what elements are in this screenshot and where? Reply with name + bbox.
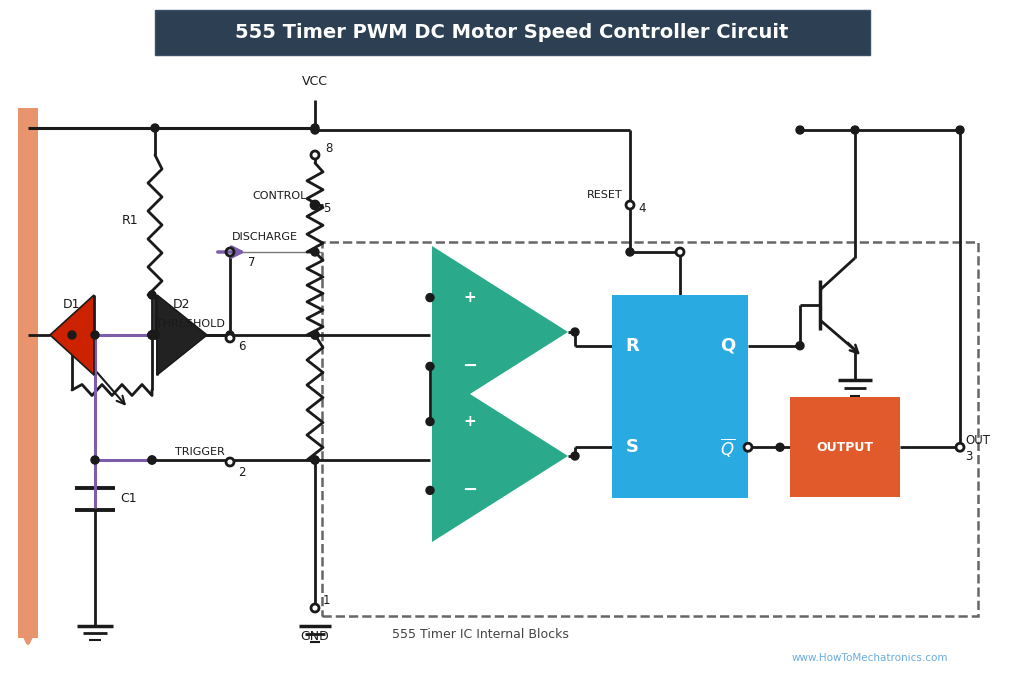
Circle shape [426, 294, 434, 301]
Text: S: S [626, 438, 639, 456]
Polygon shape [157, 295, 207, 375]
Circle shape [148, 331, 156, 339]
Circle shape [68, 331, 76, 339]
Text: −: − [463, 357, 477, 375]
Text: GND: GND [301, 630, 330, 643]
Text: Q: Q [720, 337, 735, 355]
Text: 6: 6 [238, 340, 246, 353]
Circle shape [796, 342, 804, 350]
Text: 555 Timer PWM DC Motor Speed Controller Circuit: 555 Timer PWM DC Motor Speed Controller … [236, 23, 788, 42]
Text: −: − [463, 481, 477, 499]
Circle shape [226, 334, 234, 342]
Text: CONTROL: CONTROL [253, 191, 307, 201]
Circle shape [851, 126, 859, 134]
Circle shape [426, 418, 434, 425]
Circle shape [956, 443, 964, 452]
Circle shape [311, 331, 319, 339]
Circle shape [426, 487, 434, 495]
Circle shape [744, 443, 752, 452]
Circle shape [426, 363, 434, 371]
Polygon shape [432, 246, 568, 418]
Text: 555 Timer IC Internal Blocks: 555 Timer IC Internal Blocks [391, 628, 568, 642]
Circle shape [226, 248, 234, 256]
Text: 4: 4 [638, 202, 645, 214]
Text: D2: D2 [173, 299, 190, 311]
Circle shape [626, 201, 634, 209]
Text: 3: 3 [965, 450, 973, 463]
Text: R1: R1 [122, 214, 138, 226]
Circle shape [148, 456, 156, 464]
Circle shape [956, 126, 964, 134]
Circle shape [796, 126, 804, 134]
Circle shape [151, 124, 159, 132]
Text: OUTPUT: OUTPUT [816, 441, 873, 454]
Circle shape [91, 456, 99, 464]
Text: D1: D1 [63, 299, 81, 311]
Circle shape [311, 201, 319, 209]
Text: 5: 5 [323, 202, 331, 214]
Circle shape [311, 151, 319, 159]
Circle shape [148, 331, 156, 339]
FancyBboxPatch shape [18, 108, 38, 638]
Polygon shape [432, 370, 568, 542]
Polygon shape [50, 295, 94, 375]
Text: THRESHOLD: THRESHOLD [156, 319, 225, 329]
Text: 8: 8 [325, 142, 333, 154]
Circle shape [311, 604, 319, 612]
Circle shape [226, 331, 234, 339]
Circle shape [311, 248, 319, 256]
Text: OUT: OUT [965, 434, 990, 447]
Circle shape [676, 248, 684, 256]
Circle shape [311, 456, 319, 464]
Circle shape [148, 331, 156, 339]
Circle shape [148, 331, 156, 339]
Circle shape [311, 331, 319, 339]
Text: 2: 2 [238, 466, 246, 479]
Text: VCC: VCC [302, 75, 328, 88]
Text: $\overline{Q}$: $\overline{Q}$ [721, 436, 735, 459]
Circle shape [148, 291, 156, 299]
Circle shape [148, 456, 156, 464]
Text: DISCHARGE: DISCHARGE [232, 232, 298, 242]
Circle shape [311, 124, 319, 132]
FancyBboxPatch shape [155, 10, 870, 55]
Circle shape [151, 331, 159, 339]
Circle shape [776, 443, 784, 452]
Circle shape [626, 248, 634, 256]
Text: +: + [464, 414, 476, 429]
Text: R: R [625, 337, 639, 355]
Circle shape [311, 456, 319, 464]
Text: C1: C1 [120, 491, 136, 505]
Circle shape [311, 201, 319, 209]
Circle shape [571, 452, 579, 460]
Circle shape [91, 331, 99, 339]
FancyBboxPatch shape [612, 295, 748, 498]
Text: +: + [464, 290, 476, 305]
Text: 1: 1 [323, 594, 331, 607]
Circle shape [226, 458, 234, 466]
Circle shape [151, 331, 159, 339]
FancyBboxPatch shape [790, 397, 900, 497]
Text: RESET: RESET [587, 190, 622, 200]
Text: www.HowToMechatronics.com: www.HowToMechatronics.com [792, 653, 948, 663]
Circle shape [311, 126, 319, 134]
Circle shape [571, 328, 579, 336]
Text: 7: 7 [248, 255, 256, 268]
Text: TRIGGER: TRIGGER [175, 447, 225, 457]
